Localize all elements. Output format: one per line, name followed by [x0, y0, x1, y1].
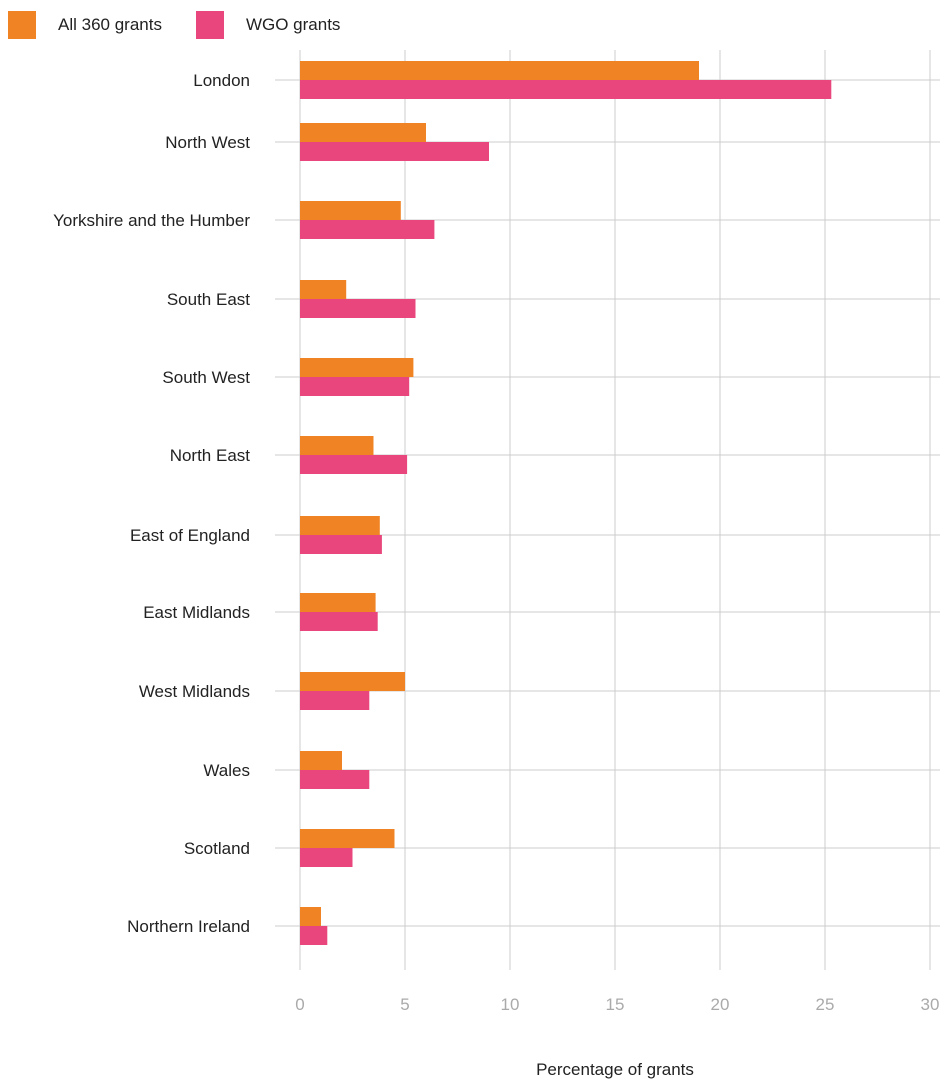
category-label: West Midlands — [139, 682, 250, 701]
category-label: East of England — [130, 526, 250, 545]
x-axis-title: Percentage of grants — [536, 1060, 694, 1079]
legend-item-wgo-grants: WGO grants — [195, 11, 341, 39]
category-label: Yorkshire and the Humber — [53, 211, 250, 230]
legend-swatch-all-grants — [8, 11, 36, 39]
bar-wgo-grants — [300, 691, 370, 710]
category-label: North East — [170, 446, 251, 465]
bar-all-grants — [300, 516, 380, 535]
x-tick-label: 20 — [711, 995, 730, 1014]
bar-all-grants — [300, 672, 405, 691]
bar-all-grants — [300, 201, 401, 220]
bar-wgo-grants — [300, 455, 408, 474]
x-tick-label: 5 — [400, 995, 409, 1014]
bar-all-grants — [300, 829, 395, 848]
bar-all-grants — [300, 907, 321, 926]
legend-item-all-grants: All 360 grants — [8, 11, 162, 39]
legend-label-wgo-grants: WGO grants — [245, 15, 341, 34]
bar-all-grants — [300, 280, 347, 299]
x-tick-label: 30 — [921, 995, 940, 1014]
bar-wgo-grants — [300, 535, 382, 554]
category-label: Scotland — [184, 839, 250, 858]
bar-all-grants — [300, 61, 699, 80]
bar-wgo-grants — [300, 142, 489, 161]
bar-wgo-grants — [300, 848, 353, 867]
legend-label-all-grants: All 360 grants — [58, 15, 162, 34]
category-label: North West — [165, 133, 250, 152]
bar-wgo-grants — [300, 926, 328, 945]
bar-wgo-grants — [300, 299, 416, 318]
category-label: South East — [167, 290, 250, 309]
bar-all-grants — [300, 436, 374, 455]
category-label: Wales — [203, 761, 250, 780]
x-tick-label: 25 — [816, 995, 835, 1014]
bar-wgo-grants — [300, 612, 378, 631]
x-tick-label: 0 — [295, 995, 304, 1014]
x-tick-label: 15 — [606, 995, 625, 1014]
category-label: London — [193, 71, 250, 90]
category-label: East Midlands — [143, 603, 250, 622]
chart-legend: All 360 grants WGO grants — [8, 10, 374, 40]
bar-all-grants — [300, 123, 426, 142]
category-label: South West — [162, 368, 250, 387]
bar-wgo-grants — [300, 770, 370, 789]
category-label: Northern Ireland — [127, 917, 250, 936]
bar-wgo-grants — [300, 80, 832, 99]
bar-all-grants — [300, 358, 414, 377]
x-tick-label: 10 — [501, 995, 520, 1014]
legend-swatch-wgo-grants — [195, 11, 224, 39]
bar-wgo-grants — [300, 377, 410, 396]
bar-wgo-grants — [300, 220, 435, 239]
bar-all-grants — [300, 593, 376, 612]
bar-all-grants — [300, 751, 342, 770]
